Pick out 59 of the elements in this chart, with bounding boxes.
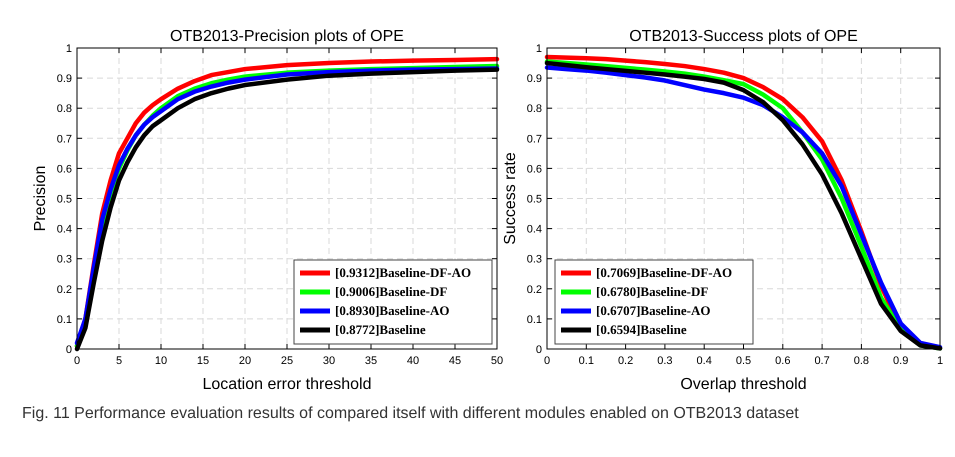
y-tick-label: 0.6	[56, 163, 72, 176]
y-axis-title: Precision	[32, 166, 49, 232]
y-axis-title: Success rate	[502, 152, 519, 245]
legend-label: [0.9312]Baseline-DF-AO	[335, 265, 472, 280]
x-tick-label: 5	[116, 355, 122, 367]
x-tick-label: 0.6	[775, 355, 790, 367]
x-axis-title: Overlap threshold	[680, 376, 807, 393]
legend-label: [0.6707]Baseline-AO	[596, 303, 710, 318]
x-axis-title: Location error threshold	[202, 376, 372, 393]
y-tick-label: 0.8	[56, 103, 72, 116]
y-tick-label: 0.6	[526, 163, 542, 176]
y-tick-label: 0.7	[526, 133, 542, 146]
chart-title: OTB2013-Success plots of OPE	[629, 28, 858, 45]
x-tick-label: 30	[322, 355, 336, 367]
chart-title: OTB2013-Precision plots of OPE	[170, 28, 404, 45]
x-tick-label: 0.1	[578, 355, 594, 367]
legend-label: [0.9006]Baseline-DF	[335, 284, 448, 299]
x-tick-label: 0.7	[814, 355, 830, 367]
y-tick-label: 0	[66, 344, 72, 356]
legend-label: [0.6594]Baseline	[596, 322, 687, 337]
legend-label: [0.8772]Baseline	[335, 322, 426, 337]
legend-label: [0.8930]Baseline-AO	[335, 303, 450, 318]
y-tick-label: 0.7	[56, 133, 72, 146]
x-tick-label: 10	[154, 355, 168, 367]
x-tick-label: 15	[196, 355, 210, 367]
x-tick-label: 35	[364, 355, 378, 367]
y-tick-label: 1	[66, 43, 72, 55]
legend-label: [0.7069]Baseline-DF-AO	[596, 265, 732, 280]
x-tick-label: 0.9	[893, 355, 908, 367]
y-tick-label: 0.5	[526, 194, 542, 206]
y-tick-label: 0.8	[526, 103, 542, 116]
x-tick-label: 0	[544, 355, 550, 367]
y-tick-label: 0.9	[526, 73, 542, 86]
x-tick-label: 40	[406, 355, 420, 367]
y-tick-label: 0.3	[56, 254, 72, 266]
x-tick-label: 0.4	[696, 355, 712, 367]
x-tick-label: 50	[490, 355, 504, 367]
x-tick-label: 20	[238, 355, 252, 367]
y-tick-label: 0.4	[526, 224, 542, 236]
y-tick-label: 0.1	[526, 314, 542, 326]
legend-label: [0.6780]Baseline-DF	[596, 284, 708, 299]
y-tick-label: 0.2	[526, 284, 542, 296]
x-tick-label: 0.5	[736, 355, 752, 367]
x-tick-label: 0.2	[618, 355, 634, 367]
y-tick-label: 1	[536, 43, 542, 55]
x-tick-label: 0.3	[657, 355, 673, 367]
y-tick-label: 0.3	[526, 254, 542, 266]
x-tick-label: 1	[936, 355, 944, 367]
caption: Fig. 11 Performance evaluation results of compared itself with different modules enabled on OTB2013 dataset	[22, 405, 800, 422]
x-tick-label: 0	[74, 355, 80, 367]
y-tick-label: 0.5	[56, 194, 72, 206]
x-tick-label: 45	[448, 355, 462, 367]
y-tick-label: 0.4	[56, 224, 72, 236]
x-tick-label: 25	[280, 355, 294, 367]
y-tick-label: 0.9	[56, 73, 72, 86]
y-tick-label: 0.1	[56, 314, 72, 326]
x-tick-label: 0.8	[854, 355, 870, 367]
y-tick-label: 0	[536, 344, 542, 356]
y-tick-label: 0.2	[56, 284, 72, 296]
